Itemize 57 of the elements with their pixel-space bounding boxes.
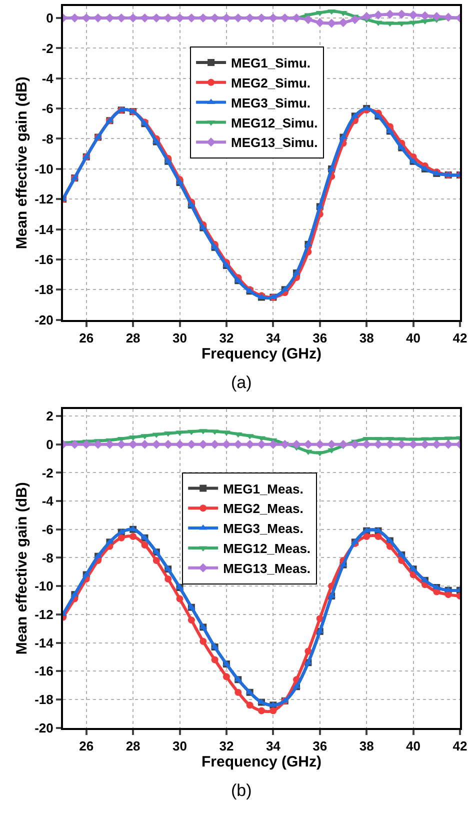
y-tick-label: -12 [34, 606, 54, 622]
y-tick-label: 0 [46, 436, 54, 452]
legend-label: MEG2_Meas. [223, 501, 304, 516]
y-tick-label: -4 [42, 494, 54, 509]
y-tick-label: -8 [42, 131, 54, 146]
y-tick-label: -14 [34, 635, 54, 650]
x-tick-label: 30 [172, 738, 187, 754]
x-tick-label: 38 [359, 330, 374, 346]
x-tick-label: 26 [79, 738, 94, 754]
x-axis-title: Frequency (GHz) [201, 345, 322, 362]
legend-label: MEG13_Simu. [231, 135, 318, 150]
y-tick-label: -2 [42, 465, 54, 480]
y-tick-label: -10 [34, 578, 54, 594]
y-tick-label: -16 [34, 664, 54, 679]
x-tick-label: 30 [172, 330, 187, 346]
text: (a) [231, 373, 252, 392]
y-tick-label: -6 [42, 101, 54, 116]
y-tick-label: -10 [34, 161, 54, 176]
y-tick-label: -6 [42, 522, 54, 537]
x-tick-label: 26 [79, 330, 94, 346]
y-tick-label: 0 [46, 10, 54, 26]
y-tick-label: -18 [34, 692, 54, 707]
legend-label: MEG1_Meas. [223, 481, 304, 496]
x-axis-title: Frequency (GHz) [201, 753, 322, 770]
y-tick-label: -14 [34, 222, 54, 237]
y-tick-label: -12 [34, 192, 54, 207]
x-tick-label: 28 [126, 738, 140, 754]
x-tick-label: 40 [406, 738, 421, 754]
legend-label: MEG3_Meas. [223, 521, 304, 536]
legend-label: MEG12_Meas. [223, 541, 311, 556]
legend-label: MEG13_Meas. [223, 560, 311, 576]
y-axis-title: Mean effective gain (dB) [13, 76, 30, 250]
y-tick-label: -16 [34, 252, 54, 268]
x-tick-label: 34 [266, 330, 282, 346]
legend-label: MEG12_Simu. [231, 115, 318, 130]
y-tick-label: 2 [46, 408, 54, 424]
x-tick-label: 28 [126, 330, 140, 346]
y-tick-label: -2 [42, 40, 54, 56]
x-tick-label: 42 [452, 738, 468, 754]
x-tick-label: 36 [312, 738, 328, 754]
legend-label: MEG3_Simu. [231, 95, 311, 110]
y-axis-title: Mean effective gain (dB) [13, 482, 30, 655]
x-tick-label: 36 [312, 330, 328, 346]
x-tick-label: 40 [406, 330, 421, 346]
text: (b) [231, 781, 252, 800]
y-tick-label: -18 [34, 282, 54, 298]
y-tick-label: -20 [34, 312, 54, 328]
y-tick-label: -20 [34, 720, 54, 736]
x-tick-label: 38 [359, 738, 374, 754]
legend-label: MEG1_Simu. [231, 56, 311, 71]
y-tick-label: -8 [42, 550, 54, 566]
y-tick-label: -4 [42, 70, 54, 86]
x-tick-label: 34 [266, 738, 282, 754]
x-tick-label: 42 [452, 330, 468, 346]
legend-label: MEG2_Simu. [231, 75, 311, 90]
x-tick-label: 32 [219, 738, 234, 754]
x-tick-label: 32 [219, 330, 234, 346]
